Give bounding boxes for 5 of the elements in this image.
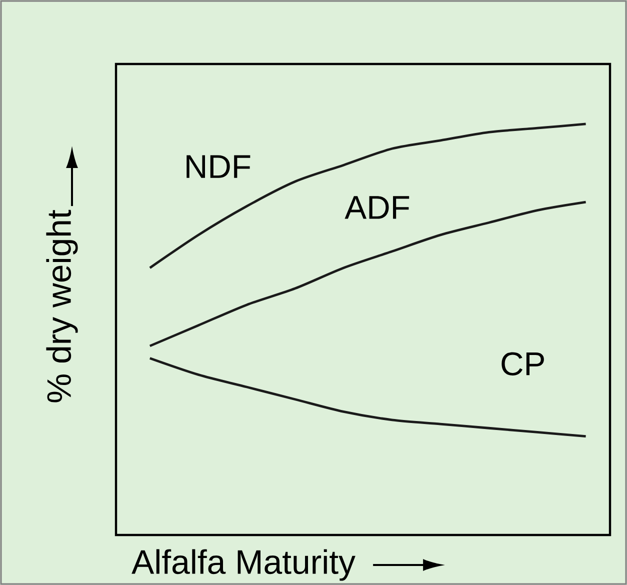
series-label: ADF bbox=[344, 196, 410, 219]
y-axis-title: % dry weight bbox=[46, 210, 78, 402]
series-label: CP bbox=[502, 352, 544, 376]
series-label: NDF bbox=[186, 155, 250, 178]
x-axis-title: Alfalfa Maturity bbox=[132, 549, 356, 581]
